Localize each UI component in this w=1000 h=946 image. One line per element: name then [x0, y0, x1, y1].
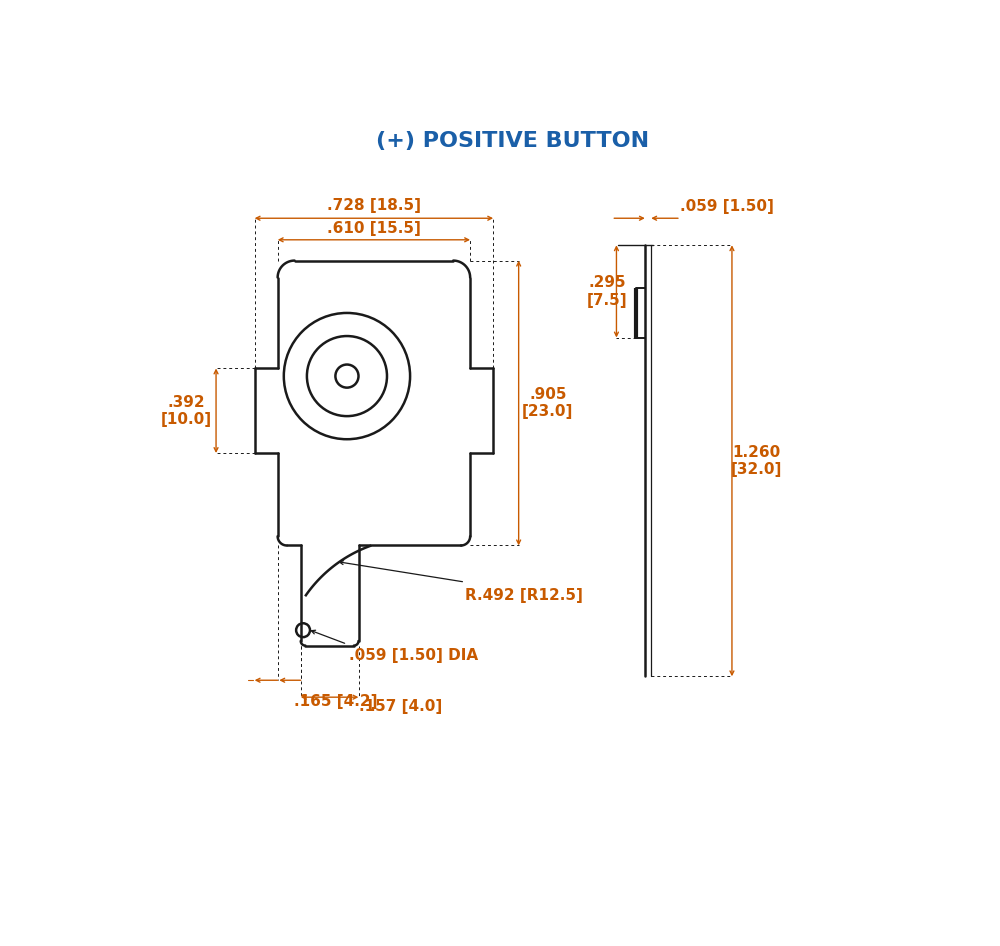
Text: .905
[23.0]: .905 [23.0] — [522, 387, 574, 419]
Text: .610 [15.5]: .610 [15.5] — [327, 220, 421, 236]
Text: .728 [18.5]: .728 [18.5] — [327, 199, 421, 214]
Text: .157 [4.0]: .157 [4.0] — [359, 699, 442, 714]
Text: .295
[7.5]: .295 [7.5] — [587, 275, 628, 307]
Text: .392
[10.0]: .392 [10.0] — [161, 394, 212, 427]
Text: R.492 [R12.5]: R.492 [R12.5] — [465, 587, 583, 603]
Text: 1.260
[32.0]: 1.260 [32.0] — [731, 445, 782, 477]
Text: (+) POSITIVE BUTTON: (+) POSITIVE BUTTON — [376, 131, 649, 151]
Text: .059 [1.50]: .059 [1.50] — [680, 200, 774, 215]
Text: .165 [4.2]: .165 [4.2] — [294, 694, 377, 710]
Text: .059 [1.50] DIA: .059 [1.50] DIA — [349, 648, 478, 663]
